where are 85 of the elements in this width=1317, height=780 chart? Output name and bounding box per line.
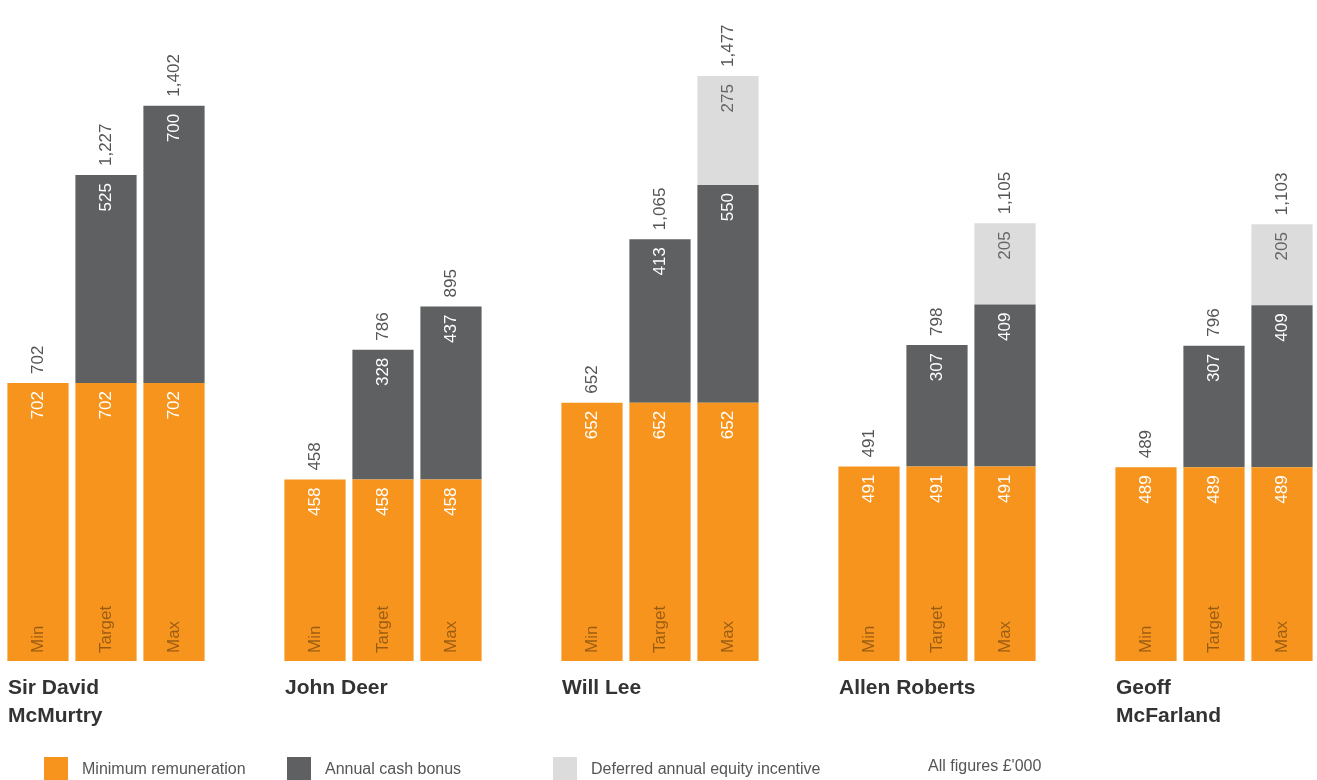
data-label: 409	[1271, 313, 1291, 342]
total-label: 458	[304, 442, 324, 471]
x-tick-label: Target	[1203, 605, 1223, 653]
data-label: 328	[372, 357, 392, 387]
data-label: 205	[994, 231, 1014, 260]
bar	[906, 466, 968, 661]
total-label: 1,103	[1271, 172, 1291, 216]
x-tick-label: Target	[95, 605, 115, 653]
bar	[974, 223, 1036, 305]
text: Allen Roberts	[839, 674, 977, 700]
x-tick-label: Target	[926, 605, 946, 653]
data-label: 550	[717, 192, 737, 222]
bar	[629, 402, 691, 661]
data-label: 652	[717, 410, 737, 440]
bar	[838, 466, 900, 661]
total-label: 786	[372, 312, 392, 341]
total-label: 796	[1203, 308, 1223, 337]
data-label: 458	[304, 487, 324, 516]
total-label: 1,227	[95, 123, 115, 167]
bar	[906, 344, 968, 467]
data-label: 489	[1135, 475, 1155, 504]
data-label: 409	[994, 312, 1014, 341]
x-tick-label: Min	[581, 625, 601, 653]
total-label: 652	[581, 365, 601, 394]
bar	[561, 402, 623, 661]
data-label: 275	[717, 84, 737, 113]
text: John Deer	[285, 674, 389, 700]
data-label: 525	[95, 183, 115, 212]
legend-label: Annual cash bonus	[325, 760, 462, 778]
x-tick-label: Max	[994, 620, 1014, 653]
total-label: 1,477	[717, 24, 737, 67]
data-label: 205	[1271, 232, 1291, 261]
data-label: 437	[440, 314, 460, 343]
bar	[974, 466, 1036, 661]
bar	[1183, 467, 1245, 661]
total-label: 1,065	[649, 187, 669, 231]
legend-label: Minimum remuneration	[82, 760, 246, 778]
text: Geoff McFarland	[1116, 674, 1223, 728]
data-label: 491	[926, 474, 946, 503]
x-tick-label: Max	[717, 620, 737, 653]
total-label: 489	[1135, 429, 1155, 459]
total-label: 895	[440, 269, 460, 298]
bar	[1115, 467, 1177, 661]
data-label: 489	[1203, 475, 1223, 504]
data-label: 307	[1203, 353, 1223, 383]
bar	[697, 76, 759, 185]
data-label: 307	[926, 352, 946, 382]
data-label: 652	[581, 410, 601, 440]
x-tick-label: Max	[1271, 620, 1291, 653]
x-tick-label: Min	[858, 625, 878, 653]
x-tick-label: Max	[163, 620, 183, 653]
x-tick-label: Min	[1135, 625, 1155, 653]
total-label: 702	[27, 345, 47, 374]
text: Will Lee	[562, 674, 643, 700]
data-label: 491	[994, 474, 1014, 503]
bar	[629, 239, 691, 403]
data-label: 702	[163, 390, 183, 420]
data-label: 491	[858, 474, 878, 503]
total-label: 1,402	[163, 54, 183, 97]
bar	[1251, 305, 1313, 468]
text: Sir David McMurtry	[8, 674, 104, 728]
data-label: 458	[440, 487, 460, 516]
data-label: 702	[95, 390, 115, 420]
data-label: 652	[649, 410, 669, 440]
data-label: 413	[649, 247, 669, 276]
x-tick-label: Min	[304, 625, 324, 653]
total-label: 1,105	[994, 171, 1014, 215]
data-label: 700	[163, 113, 183, 143]
total-label: 798	[926, 307, 946, 336]
bar	[974, 304, 1036, 467]
legend-label: Deferred annual equity incentive	[591, 760, 821, 778]
bar	[697, 184, 759, 403]
bar	[1251, 467, 1313, 661]
x-tick-label: Target	[649, 605, 669, 653]
bar	[1251, 224, 1313, 306]
bar	[1183, 345, 1245, 468]
x-tick-label: Min	[27, 625, 47, 653]
data-label: 489	[1271, 475, 1291, 504]
data-label: 702	[27, 390, 47, 420]
total-label: 491	[858, 429, 878, 458]
text: All figures £'000	[928, 757, 1042, 775]
x-tick-label: Target	[372, 605, 392, 653]
bar	[697, 402, 759, 661]
x-tick-label: Max	[440, 620, 460, 653]
data-label: 458	[372, 487, 392, 516]
